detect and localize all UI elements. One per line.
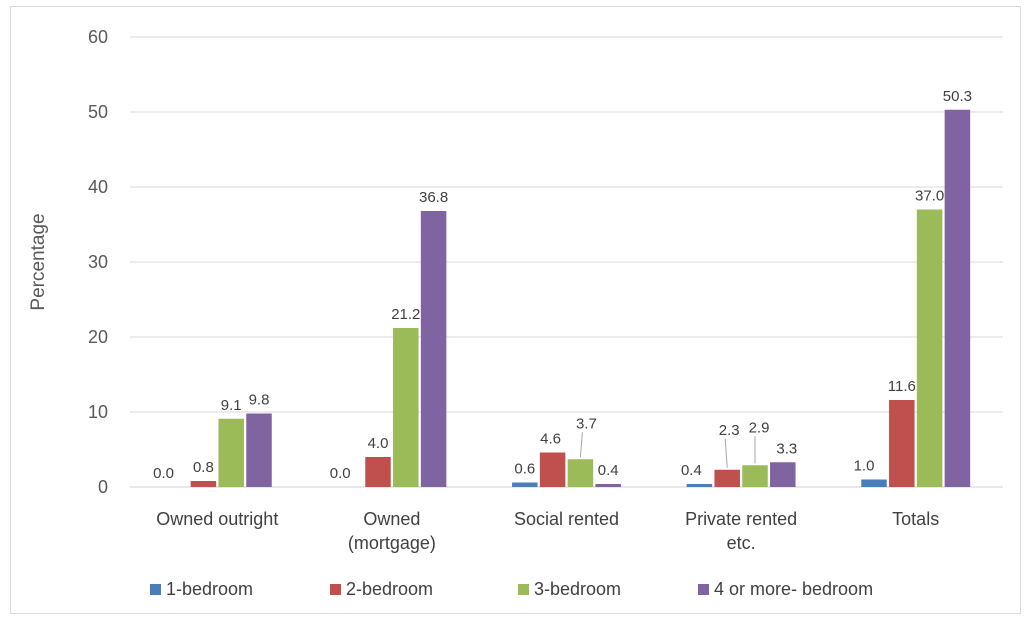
legend: 1-bedroom 2-bedroom 3-bedroom 4 or more- be… — [150, 579, 873, 599]
data-label: 0.0 — [330, 465, 351, 482]
data-label: 4.6 — [540, 431, 561, 448]
data-label: 2.9 — [749, 419, 770, 436]
label-leader-line — [724, 438, 728, 468]
bar-1-bedroom — [861, 479, 887, 487]
label-leader-lines — [579, 432, 756, 468]
x-category-label: Owned outright — [156, 509, 278, 529]
y-tick-label: 50 — [88, 102, 108, 122]
legend-label: 4 or more- bedroom — [714, 579, 873, 599]
y-axis-title: Percentage — [28, 213, 49, 310]
x-category-label: Private rented — [685, 509, 797, 529]
legend-label: 3-bedroom — [534, 579, 621, 599]
data-label: 3.3 — [776, 440, 797, 457]
y-tick-label: 10 — [88, 402, 108, 422]
data-label: 1.0 — [854, 458, 875, 475]
x-axis-category-labels: Owned outright Owned (mortgage) Social rent… — [156, 509, 939, 553]
data-label: 4.0 — [368, 435, 389, 452]
data-label: 9.8 — [249, 392, 270, 409]
x-category-label: (mortgage) — [348, 533, 436, 553]
bar-4-or-more-bedroom — [944, 109, 971, 487]
bar-4-or-more-bedroom — [246, 413, 272, 487]
y-axis-tick-labels: 0 10 20 30 40 50 60 — [88, 27, 108, 497]
data-label: 36.8 — [419, 189, 448, 206]
data-label: 0.4 — [681, 462, 702, 479]
legend-swatch — [150, 584, 161, 595]
label-leader-line — [579, 432, 583, 458]
legend-swatch — [518, 584, 529, 595]
bar-2-bedroom — [365, 457, 391, 487]
y-tick-label: 0 — [98, 477, 108, 497]
data-labels: 0.0 0.0 0.6 0.4 1.0 0.8 4.0 4.6 2.3 11.6 9.1 21.2 3.… — [153, 88, 972, 482]
legend-swatch — [330, 584, 341, 595]
legend-swatch — [698, 584, 709, 595]
x-category-label: Owned — [363, 509, 420, 529]
data-label: 37.0 — [915, 188, 944, 205]
data-label: 0.4 — [598, 462, 619, 479]
bar-2-bedroom — [714, 469, 740, 487]
bars — [190, 109, 971, 487]
bar-3-bedroom — [393, 328, 419, 487]
x-category-label: Totals — [892, 509, 939, 529]
data-label: 50.3 — [943, 88, 972, 105]
data-label: 0.0 — [153, 465, 174, 482]
bar-4-or-more-bedroom — [595, 484, 621, 487]
bar-2-bedroom — [889, 400, 915, 487]
bar-3-bedroom — [218, 418, 244, 487]
data-label: 21.2 — [391, 306, 420, 323]
y-tick-label: 30 — [88, 252, 108, 272]
y-tick-label: 40 — [88, 177, 108, 197]
data-label: 9.1 — [221, 397, 242, 414]
legend-label: 1-bedroom — [166, 579, 253, 599]
bar-2-bedroom — [190, 481, 217, 487]
bar-1-bedroom — [512, 482, 538, 487]
legend-label: 2-bedroom — [346, 579, 433, 599]
bar-4-or-more-bedroom — [420, 211, 447, 487]
x-category-label: Social rented — [514, 509, 619, 529]
data-label: 2.3 — [719, 422, 740, 439]
bar-3-bedroom — [916, 209, 943, 487]
x-category-label: etc. — [727, 533, 756, 553]
y-tick-label: 60 — [88, 27, 108, 47]
data-label: 0.8 — [193, 459, 214, 476]
data-label: 0.6 — [514, 461, 535, 478]
bar-4-or-more-bedroom — [770, 462, 796, 487]
bar-3-bedroom — [567, 459, 594, 487]
bar-2-bedroom — [539, 452, 566, 487]
data-label: 3.7 — [576, 415, 597, 432]
chart-frame — [10, 6, 1021, 614]
y-tick-label: 20 — [88, 327, 108, 347]
gridlines — [130, 36, 1003, 488]
data-label: 11.6 — [888, 378, 916, 395]
bar-3-bedroom — [742, 465, 768, 487]
bar-1-bedroom — [686, 484, 713, 487]
